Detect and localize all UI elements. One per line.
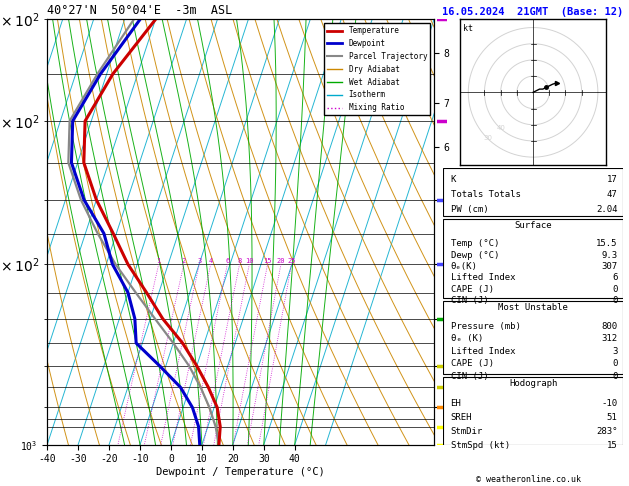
Text: 4: 4 bbox=[209, 258, 213, 264]
Text: Temp (°C): Temp (°C) bbox=[450, 240, 499, 248]
Text: CAPE (J): CAPE (J) bbox=[450, 359, 494, 368]
Text: kt: kt bbox=[464, 24, 474, 34]
Text: Pressure (mb): Pressure (mb) bbox=[450, 322, 520, 331]
Text: 0: 0 bbox=[612, 285, 617, 294]
Text: StmSpd (kt): StmSpd (kt) bbox=[450, 441, 509, 451]
Text: © weatheronline.co.uk: © weatheronline.co.uk bbox=[476, 474, 581, 484]
FancyBboxPatch shape bbox=[443, 377, 623, 445]
X-axis label: Dewpoint / Temperature (°C): Dewpoint / Temperature (°C) bbox=[156, 467, 325, 477]
FancyBboxPatch shape bbox=[443, 168, 623, 216]
Text: 15.5: 15.5 bbox=[596, 240, 617, 248]
Text: 30: 30 bbox=[483, 135, 493, 141]
Text: 8: 8 bbox=[237, 258, 242, 264]
Text: Totals Totals: Totals Totals bbox=[450, 190, 520, 199]
Text: K: K bbox=[450, 175, 456, 184]
Text: 40°27'N  50°04'E  -3m  ASL: 40°27'N 50°04'E -3m ASL bbox=[47, 4, 233, 17]
Text: 15: 15 bbox=[606, 441, 617, 451]
Text: 6: 6 bbox=[612, 274, 617, 282]
Text: 3: 3 bbox=[197, 258, 201, 264]
Text: 2.04: 2.04 bbox=[596, 206, 617, 214]
Text: CAPE (J): CAPE (J) bbox=[450, 285, 494, 294]
Text: 0: 0 bbox=[612, 296, 617, 305]
Text: 16.05.2024  21GMT  (Base: 12): 16.05.2024 21GMT (Base: 12) bbox=[442, 7, 624, 17]
Text: Surface: Surface bbox=[515, 221, 552, 230]
Text: 17: 17 bbox=[606, 175, 617, 184]
Text: Lifted Index: Lifted Index bbox=[450, 347, 515, 356]
Legend: Temperature, Dewpoint, Parcel Trajectory, Dry Adiabat, Wet Adiabat, Isotherm, Mi: Temperature, Dewpoint, Parcel Trajectory… bbox=[324, 23, 430, 115]
Text: Most Unstable: Most Unstable bbox=[498, 303, 568, 312]
Text: 20: 20 bbox=[277, 258, 285, 264]
Text: -10: -10 bbox=[601, 399, 617, 408]
Text: CIN (J): CIN (J) bbox=[450, 372, 488, 381]
Text: 51: 51 bbox=[606, 413, 617, 422]
Text: 15: 15 bbox=[264, 258, 272, 264]
FancyBboxPatch shape bbox=[443, 219, 623, 298]
FancyBboxPatch shape bbox=[443, 301, 623, 374]
Y-axis label: km
ASL: km ASL bbox=[466, 221, 484, 243]
Text: SREH: SREH bbox=[450, 413, 472, 422]
Text: 10: 10 bbox=[245, 258, 253, 264]
Text: 2: 2 bbox=[182, 258, 186, 264]
Text: LCL: LCL bbox=[465, 415, 480, 424]
Text: θₑ (K): θₑ (K) bbox=[450, 334, 483, 343]
Text: 0: 0 bbox=[612, 372, 617, 381]
Text: 47: 47 bbox=[606, 190, 617, 199]
Text: 40: 40 bbox=[496, 125, 505, 131]
Text: 9.3: 9.3 bbox=[601, 251, 617, 260]
Text: PW (cm): PW (cm) bbox=[450, 206, 488, 214]
Text: 0: 0 bbox=[612, 359, 617, 368]
Text: 25: 25 bbox=[287, 258, 296, 264]
Text: θₑ(K): θₑ(K) bbox=[450, 262, 477, 271]
Text: 307: 307 bbox=[601, 262, 617, 271]
Text: Dewp (°C): Dewp (°C) bbox=[450, 251, 499, 260]
Text: 800: 800 bbox=[601, 322, 617, 331]
Text: 312: 312 bbox=[601, 334, 617, 343]
Text: CIN (J): CIN (J) bbox=[450, 296, 488, 305]
Text: 283°: 283° bbox=[596, 427, 617, 436]
Text: 6: 6 bbox=[225, 258, 230, 264]
Text: 1: 1 bbox=[157, 258, 161, 264]
Text: EH: EH bbox=[450, 399, 461, 408]
Text: Lifted Index: Lifted Index bbox=[450, 274, 515, 282]
Text: StmDir: StmDir bbox=[450, 427, 483, 436]
Text: 3: 3 bbox=[612, 347, 617, 356]
Text: Hodograph: Hodograph bbox=[509, 379, 557, 388]
